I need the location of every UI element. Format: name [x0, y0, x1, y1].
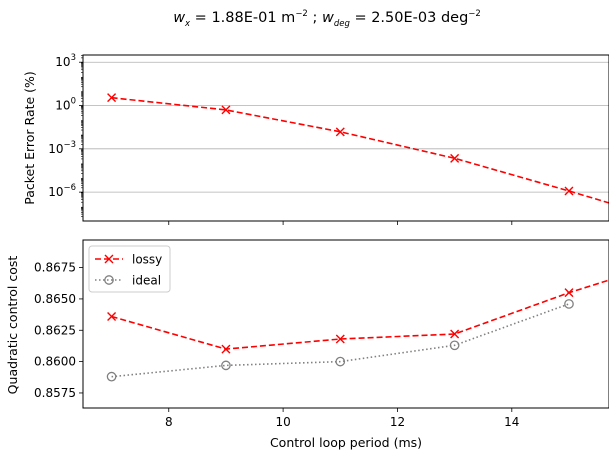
top-y-tick-base: 10	[48, 142, 63, 156]
bottom-ideal-point	[335, 356, 346, 367]
legend: lossy ideal	[88, 245, 171, 293]
top-lossy-point	[335, 127, 345, 137]
top-lossy-line	[111, 96, 609, 204]
bottom-y-tick-label: 0.8650	[34, 292, 76, 306]
bottom-ideal-point	[564, 299, 574, 309]
top-y-tick-label: 100	[55, 97, 76, 113]
bottom-lossy-point	[335, 334, 345, 344]
bottom-y-ticks: 0.8575 0.8600 0.8625 0.8650 0.8675	[34, 261, 83, 400]
top-series	[107, 93, 609, 204]
bottom-lossy-point	[564, 288, 574, 298]
bottom-x-ticks: 8 10 12 14	[165, 408, 519, 429]
bottom-plot-frame	[82, 239, 609, 409]
title-wdeg-subscript: deg	[334, 19, 351, 29]
bottom-lossy-point	[221, 344, 231, 354]
bottom-y-tick-label: 0.8575	[34, 386, 76, 400]
bottom-ideal-point	[449, 340, 460, 351]
top-lossy-point	[450, 153, 460, 163]
top-y-tick-label: 103	[55, 53, 76, 69]
bottom-y-axis-label: Quadratic control cost	[5, 256, 20, 395]
bottom-ideal-point	[106, 371, 117, 382]
bottom-x-tick-label: 12	[390, 415, 405, 429]
title-wdeg-value: = 2.50E-03 deg	[350, 10, 468, 26]
legend-ideal-label: ideal	[132, 274, 161, 288]
bottom-y-tick-label: 0.8675	[34, 261, 76, 275]
top-y-tick-exponent: −3	[63, 140, 76, 150]
top-lossy-point	[564, 186, 574, 196]
title-wx-exponent: −2	[295, 9, 308, 19]
top-y-tick-exponent: 3	[71, 53, 76, 63]
legend-ideal-marker	[104, 275, 114, 285]
top-y-tick-base: 10	[55, 99, 70, 113]
bottom-lossy-point	[107, 311, 117, 321]
bottom-lossy-line	[111, 279, 609, 350]
top-y-tick-base: 10	[48, 185, 63, 199]
top-lossy-point	[107, 93, 117, 103]
title-wx-symbol: w	[173, 10, 185, 26]
figure-title: wx = 1.88E-01 m−2 ; wdeg = 2.50E-03 deg−…	[173, 9, 481, 29]
bottom-y-tick-label: 0.8625	[34, 323, 76, 337]
legend-box	[88, 245, 171, 293]
cost-subplot: 0.8575 0.8600 0.8625 0.8650 0.8675 8 10 12 14 C…	[5, 239, 609, 450]
top-y-tick-exponent: 0	[71, 97, 76, 107]
top-y-tick-base: 10	[55, 55, 70, 69]
title-wx-value: = 1.88E-01 m	[190, 10, 295, 26]
top-y-axis-label: Packet Error Rate (%)	[22, 71, 37, 205]
title-separator: ;	[308, 10, 322, 26]
legend-lossy-label: lossy	[132, 253, 162, 267]
bottom-x-tick-label: 8	[165, 415, 173, 429]
bottom-lossy-point	[450, 329, 460, 339]
top-y-tick-exponent: −6	[63, 183, 76, 193]
top-grid	[83, 61, 609, 193]
title-wx-subscript: x	[184, 19, 191, 29]
title-wdeg-exponent: −2	[468, 9, 481, 19]
bottom-ideal-line	[111, 303, 570, 378]
bottom-x-tick-label: 10	[275, 415, 290, 429]
legend-lossy-marker	[104, 254, 114, 264]
top-y-tick-label: 10−6	[48, 183, 76, 199]
bottom-y-tick-label: 0.8600	[34, 355, 76, 369]
top-plot-frame	[82, 54, 609, 222]
top-x-ticks	[168, 221, 513, 225]
bottom-x-tick-label: 14	[504, 415, 519, 429]
bottom-x-axis-label: Control loop period (ms)	[270, 435, 422, 450]
bottom-series	[106, 279, 609, 382]
bottom-ideal-point	[221, 360, 231, 371]
top-lossy-point	[221, 105, 231, 115]
top-y-tick-label: 10−3	[48, 140, 76, 156]
title-wdeg-symbol: w	[322, 10, 334, 26]
